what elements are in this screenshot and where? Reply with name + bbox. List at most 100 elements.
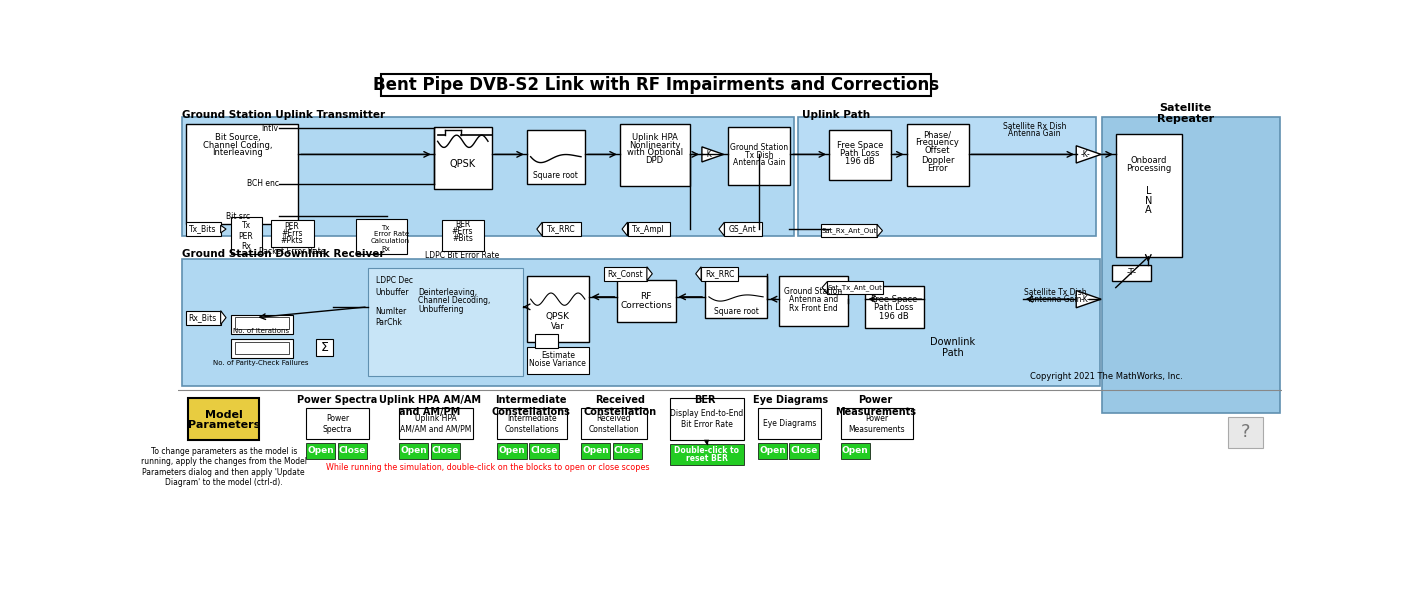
Bar: [671, 398, 743, 440]
Bar: [367, 268, 523, 376]
Text: Antenna and: Antenna and: [789, 295, 839, 304]
Bar: [628, 222, 671, 236]
Bar: [829, 130, 891, 180]
Text: Open: Open: [308, 446, 335, 455]
Text: To change parameters as the model is
running, apply the changes from the Model
P: To change parameters as the model is run…: [141, 447, 306, 487]
Bar: [612, 443, 642, 458]
Bar: [316, 339, 333, 356]
Text: Close: Close: [431, 446, 459, 455]
Text: Interleaving: Interleaving: [212, 148, 263, 157]
Text: BER: BER: [695, 395, 716, 406]
Text: Path Loss: Path Loss: [874, 303, 914, 312]
Text: While running the simulation, double-click on the blocks to open or close scopes: While running the simulation, double-cli…: [326, 463, 649, 472]
Polygon shape: [1077, 146, 1101, 163]
Text: Var: Var: [551, 322, 565, 331]
Text: Doppler: Doppler: [921, 156, 954, 165]
Text: Sat_Tx_Ant_Out: Sat_Tx_Ant_Out: [827, 284, 883, 291]
Text: Antenna Gain: Antenna Gain: [733, 158, 786, 167]
Polygon shape: [221, 225, 226, 233]
Bar: [185, 124, 298, 224]
Polygon shape: [696, 267, 701, 281]
Text: -K-: -K-: [1081, 295, 1091, 304]
Text: N: N: [1145, 196, 1152, 206]
Bar: [527, 130, 585, 184]
Bar: [604, 267, 646, 281]
Text: Satellite Tx Dish: Satellite Tx Dish: [1024, 289, 1087, 298]
Text: -T-: -T-: [1126, 268, 1136, 277]
Text: BCH enc: BCH enc: [246, 179, 279, 188]
Text: DPD: DPD: [645, 156, 664, 165]
Bar: [779, 276, 849, 326]
Bar: [530, 443, 558, 458]
Text: Display End-to-End
Bit Error Rate: Display End-to-End Bit Error Rate: [671, 409, 743, 428]
Text: Open: Open: [842, 446, 869, 455]
Text: Rx_Bits: Rx_Bits: [188, 313, 216, 322]
Bar: [188, 398, 259, 440]
Text: Close: Close: [339, 446, 366, 455]
Text: Antenna Gain: Antenna Gain: [1008, 129, 1061, 138]
Text: Rx Front End: Rx Front End: [789, 304, 837, 313]
Text: Satellite
Repeater: Satellite Repeater: [1156, 103, 1215, 124]
Text: Open: Open: [400, 446, 427, 455]
Text: Nonlinearity: Nonlinearity: [629, 140, 681, 149]
Bar: [306, 443, 335, 458]
Text: Bit src: Bit src: [225, 212, 249, 221]
Polygon shape: [702, 147, 723, 162]
Text: Intlv: Intlv: [262, 124, 279, 133]
Text: Tx_Ampl: Tx_Ampl: [632, 224, 665, 233]
Polygon shape: [622, 222, 628, 236]
Text: Tx_Bits: Tx_Bits: [189, 224, 216, 233]
Text: Copyright 2021 The MathWorks, Inc.: Copyright 2021 The MathWorks, Inc.: [1031, 372, 1183, 382]
Bar: [907, 124, 968, 186]
Bar: [231, 339, 293, 358]
Bar: [822, 224, 877, 237]
Text: #Errs: #Errs: [281, 229, 303, 238]
Bar: [758, 443, 787, 458]
Bar: [399, 443, 429, 458]
Polygon shape: [221, 311, 226, 325]
Bar: [618, 280, 675, 322]
Bar: [235, 341, 289, 354]
Bar: [306, 409, 369, 439]
Bar: [827, 281, 883, 294]
Bar: [581, 443, 611, 458]
Text: -K-: -K-: [705, 150, 715, 159]
Text: 196 dB: 196 dB: [879, 311, 909, 320]
Text: Rx_Const: Rx_Const: [608, 269, 644, 278]
Text: No. of Iterations: No. of Iterations: [234, 328, 289, 334]
Text: Estimate: Estimate: [541, 351, 575, 360]
Text: Uplink HPA AM/AM
and AM/PM: Uplink HPA AM/AM and AM/PM: [379, 395, 481, 417]
Text: Square root: Square root: [533, 172, 578, 181]
Text: Satellite Rx Dish: Satellite Rx Dish: [1002, 122, 1067, 131]
Text: Channel Coding,: Channel Coding,: [204, 140, 272, 149]
Bar: [701, 267, 738, 281]
Text: L: L: [1145, 187, 1151, 196]
Text: Ground Station Uplink Transmitter: Ground Station Uplink Transmitter: [182, 110, 384, 121]
Text: Close: Close: [614, 446, 641, 455]
Bar: [337, 443, 367, 458]
Text: Intermediate
Constellations: Intermediate Constellations: [491, 395, 570, 417]
Text: Close: Close: [790, 446, 817, 455]
Text: PER: PER: [238, 232, 253, 241]
Bar: [671, 444, 743, 466]
Text: Corrections: Corrections: [621, 301, 672, 310]
Text: Deinterleaving,: Deinterleaving,: [419, 287, 477, 296]
Text: A: A: [1145, 205, 1152, 215]
Bar: [1227, 417, 1263, 448]
Bar: [534, 334, 558, 347]
Text: Ground Station: Ground Station: [785, 287, 843, 296]
Text: Calculation: Calculation: [370, 238, 409, 244]
Bar: [840, 443, 870, 458]
Text: QPSK: QPSK: [545, 313, 570, 322]
Bar: [705, 276, 768, 319]
Text: Open: Open: [759, 446, 786, 455]
Bar: [840, 409, 913, 439]
Text: Frequency: Frequency: [916, 139, 960, 148]
Bar: [231, 314, 293, 334]
Text: Eye Diagrams: Eye Diagrams: [753, 395, 827, 406]
Text: BER: BER: [454, 220, 470, 229]
Text: Packet Error Rate: Packet Error Rate: [259, 247, 325, 256]
Text: Rx: Rx: [242, 242, 252, 251]
Text: LDPC Dec: LDPC Dec: [376, 276, 413, 285]
Text: Tx: Tx: [242, 221, 251, 230]
